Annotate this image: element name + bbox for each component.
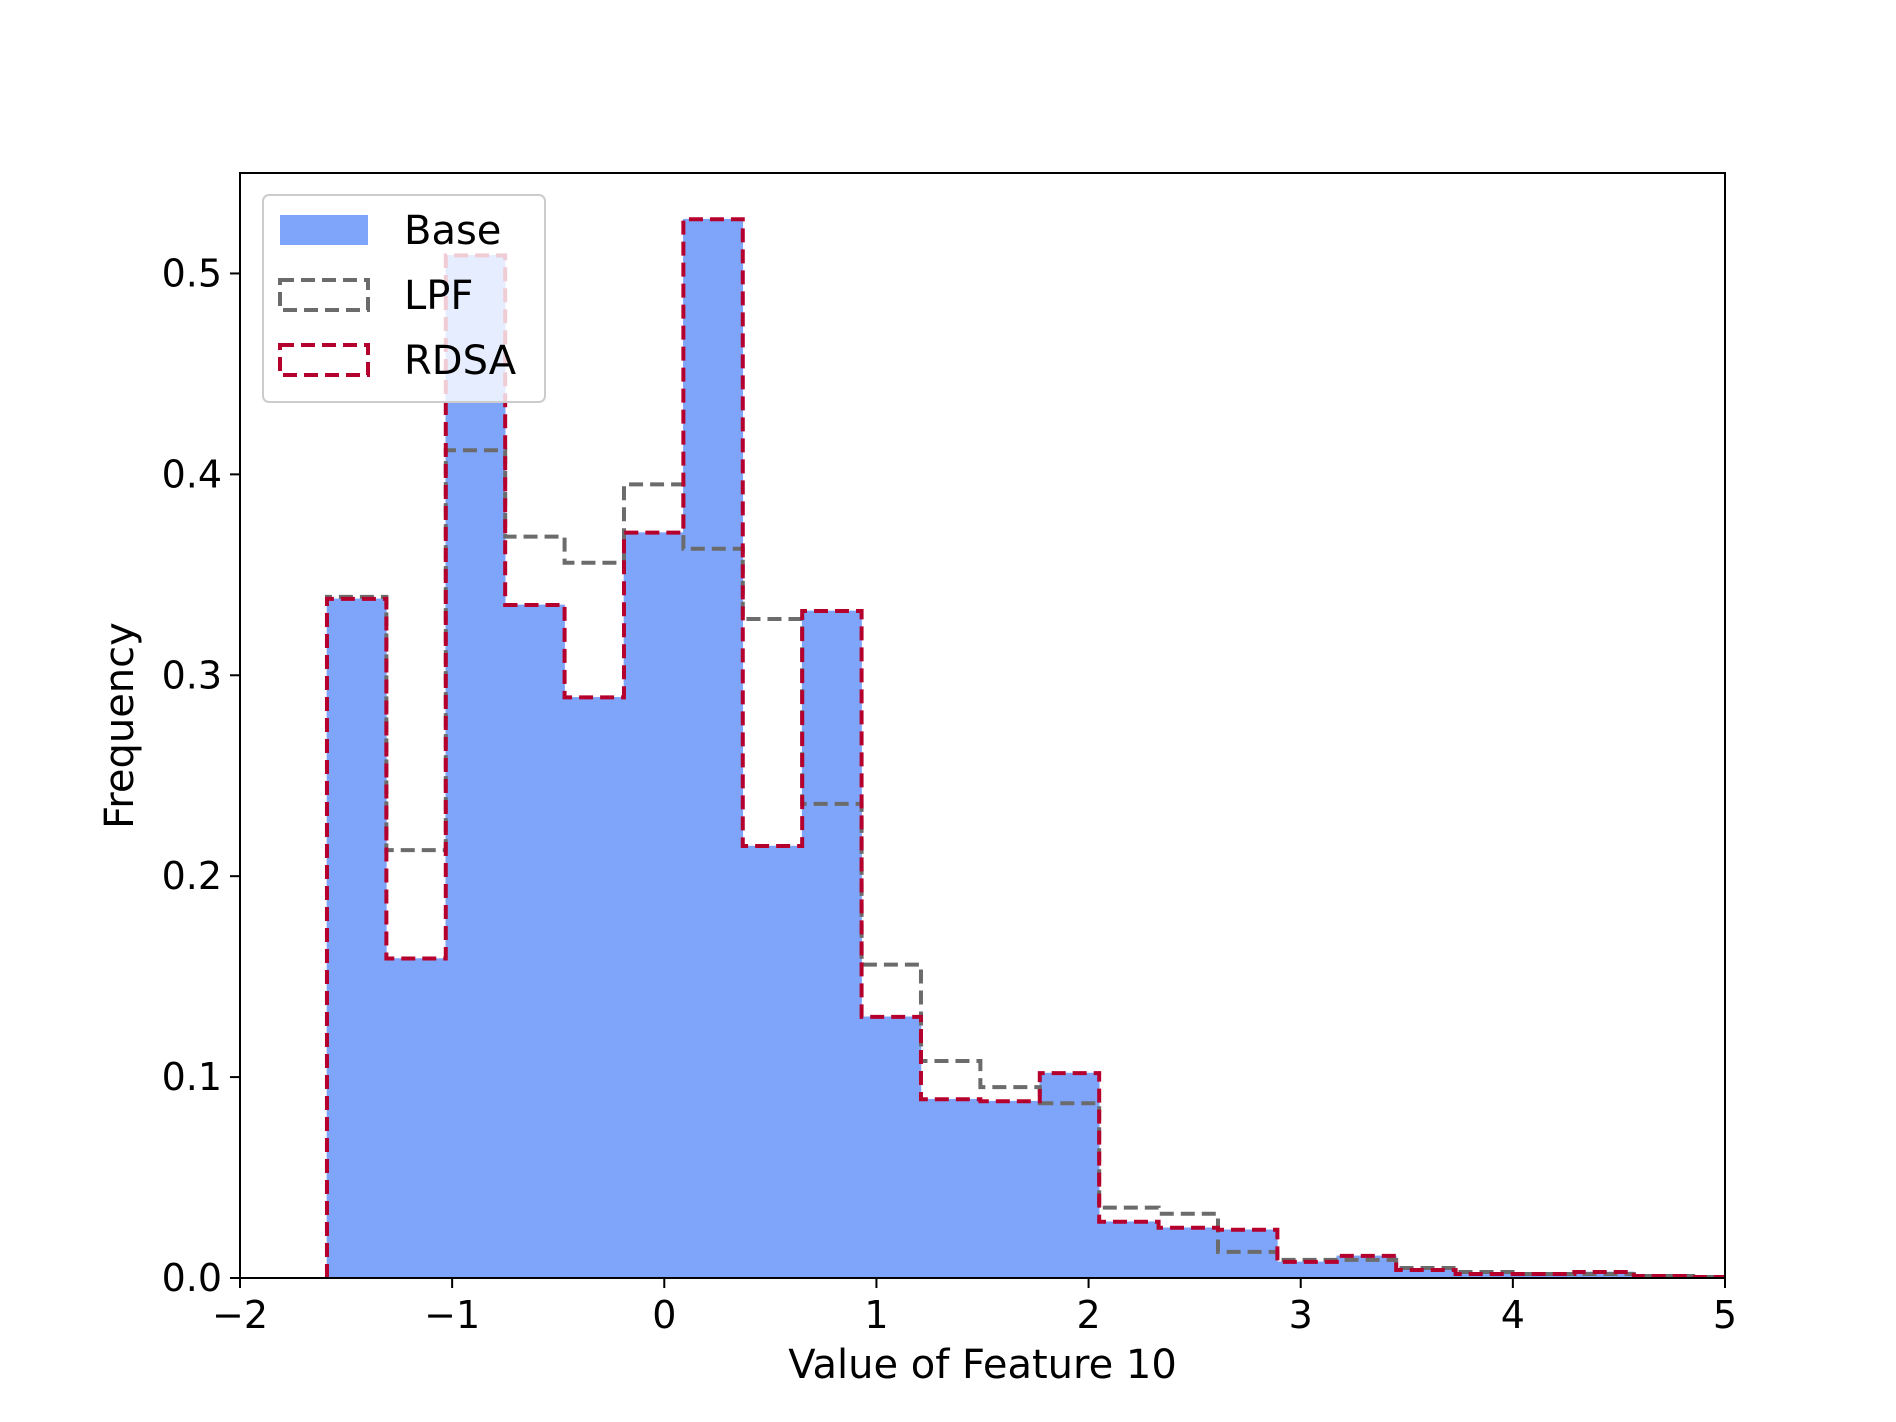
x-tick-label: 3 xyxy=(1289,1293,1313,1337)
x-axis-label: Value of Feature 10 xyxy=(788,1342,1177,1388)
x-tick-label: 5 xyxy=(1713,1293,1737,1337)
y-tick-label: 0.1 xyxy=(162,1055,222,1099)
bar-base-18 xyxy=(1395,1269,1456,1278)
bar-base-12 xyxy=(1039,1072,1100,1278)
x-tick-label: 1 xyxy=(864,1293,888,1337)
bar-base-4 xyxy=(564,697,625,1278)
y-tick-label: 0.0 xyxy=(162,1256,222,1300)
bar-base-5 xyxy=(623,532,684,1278)
y-axis-label: Frequency xyxy=(97,622,143,829)
bar-base-10 xyxy=(920,1098,981,1278)
x-tick-label: −1 xyxy=(424,1293,480,1337)
legend-swatch-base xyxy=(280,215,368,245)
plot-series xyxy=(324,217,1725,1278)
plot-area xyxy=(324,217,1725,1278)
bar-base-16 xyxy=(1277,1261,1338,1278)
x-tick-label: 2 xyxy=(1076,1293,1100,1337)
legend-swatch-lpf xyxy=(278,278,370,312)
bar-base-8 xyxy=(801,610,862,1278)
y-tick-label: 0.4 xyxy=(162,452,222,496)
legend: Base LPF RDSA xyxy=(262,194,546,403)
legend-box xyxy=(262,194,546,403)
bar-base-11 xyxy=(980,1100,1041,1278)
bar-base-1 xyxy=(386,958,447,1278)
legend-label-lpf: LPF xyxy=(404,273,473,319)
x-tick-label: 4 xyxy=(1501,1293,1525,1337)
bar-base-2 xyxy=(445,255,506,1278)
axes-frame xyxy=(239,172,1726,1279)
bar-base-7 xyxy=(742,845,803,1278)
bar-base-14 xyxy=(1158,1227,1219,1278)
bar-base-9 xyxy=(861,1016,922,1278)
bar-base-6 xyxy=(683,218,744,1278)
bar-base-3 xyxy=(504,604,565,1278)
x-tick-label: 0 xyxy=(652,1293,676,1337)
y-tick-label: 0.3 xyxy=(162,653,222,697)
bar-base-13 xyxy=(1098,1221,1159,1278)
bar-base-15 xyxy=(1217,1229,1278,1278)
axes: −2 −1 0 1 2 3 4 5 0.0 0.1 0.2 0.3 0.4 0.5 xyxy=(162,172,1737,1337)
y-tick-label: 0.5 xyxy=(162,251,222,295)
legend-label-base: Base xyxy=(404,208,501,254)
bar-base-0 xyxy=(326,598,387,1278)
x-tick-label: −2 xyxy=(212,1293,268,1337)
legend-label-rdsa: RDSA xyxy=(404,338,517,384)
legend-swatch-rdsa xyxy=(278,343,370,377)
step-line-lpf xyxy=(324,448,1725,1278)
y-tick-label: 0.2 xyxy=(162,854,222,898)
step-line-rdsa xyxy=(324,217,1725,1278)
